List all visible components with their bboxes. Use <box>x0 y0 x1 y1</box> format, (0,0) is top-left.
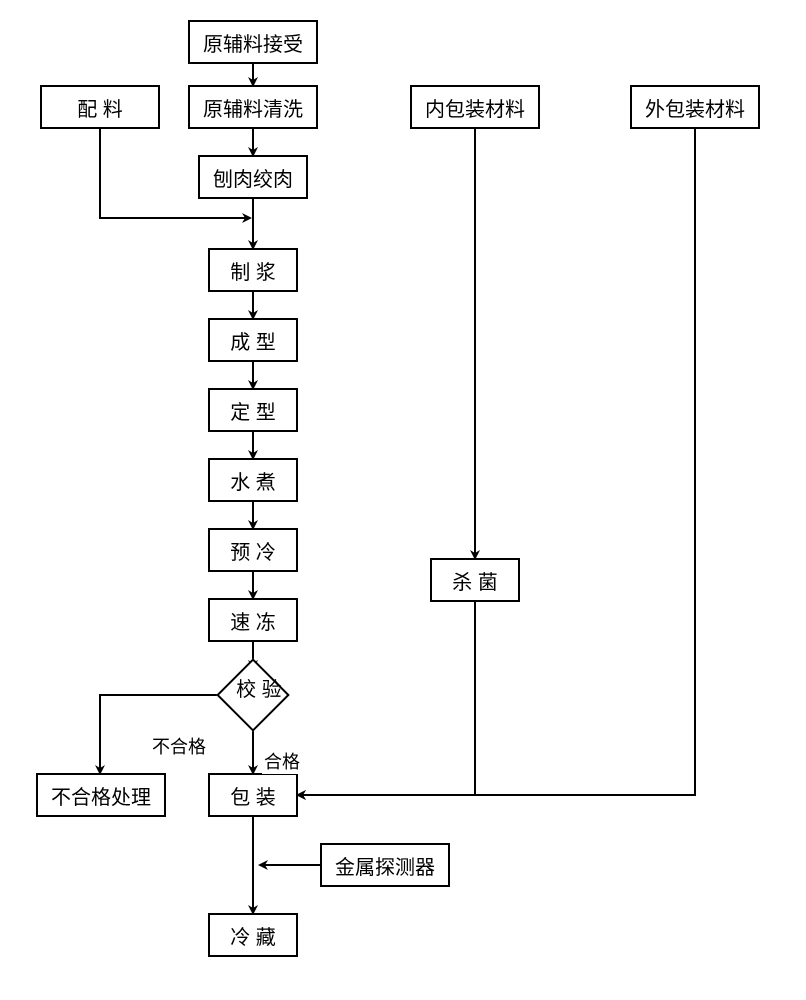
node-set-label: 定 型 <box>230 396 276 425</box>
node-precool-label: 预 冷 <box>230 536 276 565</box>
node-wash-label: 原辅料清洗 <box>203 93 303 122</box>
node-pack: 包 装 <box>208 773 298 817</box>
node-shape: 成 型 <box>208 318 298 362</box>
node-sterilize-label: 杀 菌 <box>452 566 498 595</box>
node-metal-label: 金属探测器 <box>335 851 435 880</box>
node-outer_pkg: 外包装材料 <box>630 85 760 129</box>
node-ingredients-label: 配 料 <box>77 93 123 122</box>
node-check: 校 验 <box>216 658 290 732</box>
node-metal: 金属探测器 <box>320 843 450 887</box>
node-precool: 预 冷 <box>208 528 298 572</box>
node-boil: 水 煮 <box>208 458 298 502</box>
node-mince-label: 刨肉绞肉 <box>213 163 293 192</box>
node-reject: 不合格处理 <box>36 773 166 817</box>
arrow-15 <box>298 602 475 795</box>
node-cold-label: 冷 藏 <box>230 921 276 950</box>
node-wash: 原辅料清洗 <box>188 85 318 129</box>
node-set: 定 型 <box>208 388 298 432</box>
node-outer_pkg-label: 外包装材料 <box>645 93 745 122</box>
node-sterilize: 杀 菌 <box>430 558 520 602</box>
node-shape-label: 成 型 <box>230 326 276 355</box>
node-pulp-label: 制 浆 <box>230 256 276 285</box>
node-inner_pkg: 内包装材料 <box>410 85 540 129</box>
node-receive: 原辅料接受 <box>188 20 318 64</box>
node-pulp: 制 浆 <box>208 248 298 292</box>
edge-label-pass: 合格 <box>262 748 302 774</box>
node-reject-label: 不合格处理 <box>51 781 151 810</box>
node-boil-label: 水 煮 <box>230 466 276 495</box>
arrow-16 <box>298 129 695 795</box>
node-pack-label: 包 装 <box>230 781 276 810</box>
edge-label-fail: 不合格 <box>150 733 208 759</box>
node-receive-label: 原辅料接受 <box>203 28 303 57</box>
node-cold: 冷 藏 <box>208 913 298 957</box>
node-check-label: 校 验 <box>236 673 282 702</box>
node-ingredients: 配 料 <box>40 85 160 129</box>
node-freeze: 速 冻 <box>208 598 298 642</box>
node-inner_pkg-label: 内包装材料 <box>425 93 525 122</box>
node-mince: 刨肉绞肉 <box>198 155 308 199</box>
node-freeze-label: 速 冻 <box>230 606 276 635</box>
